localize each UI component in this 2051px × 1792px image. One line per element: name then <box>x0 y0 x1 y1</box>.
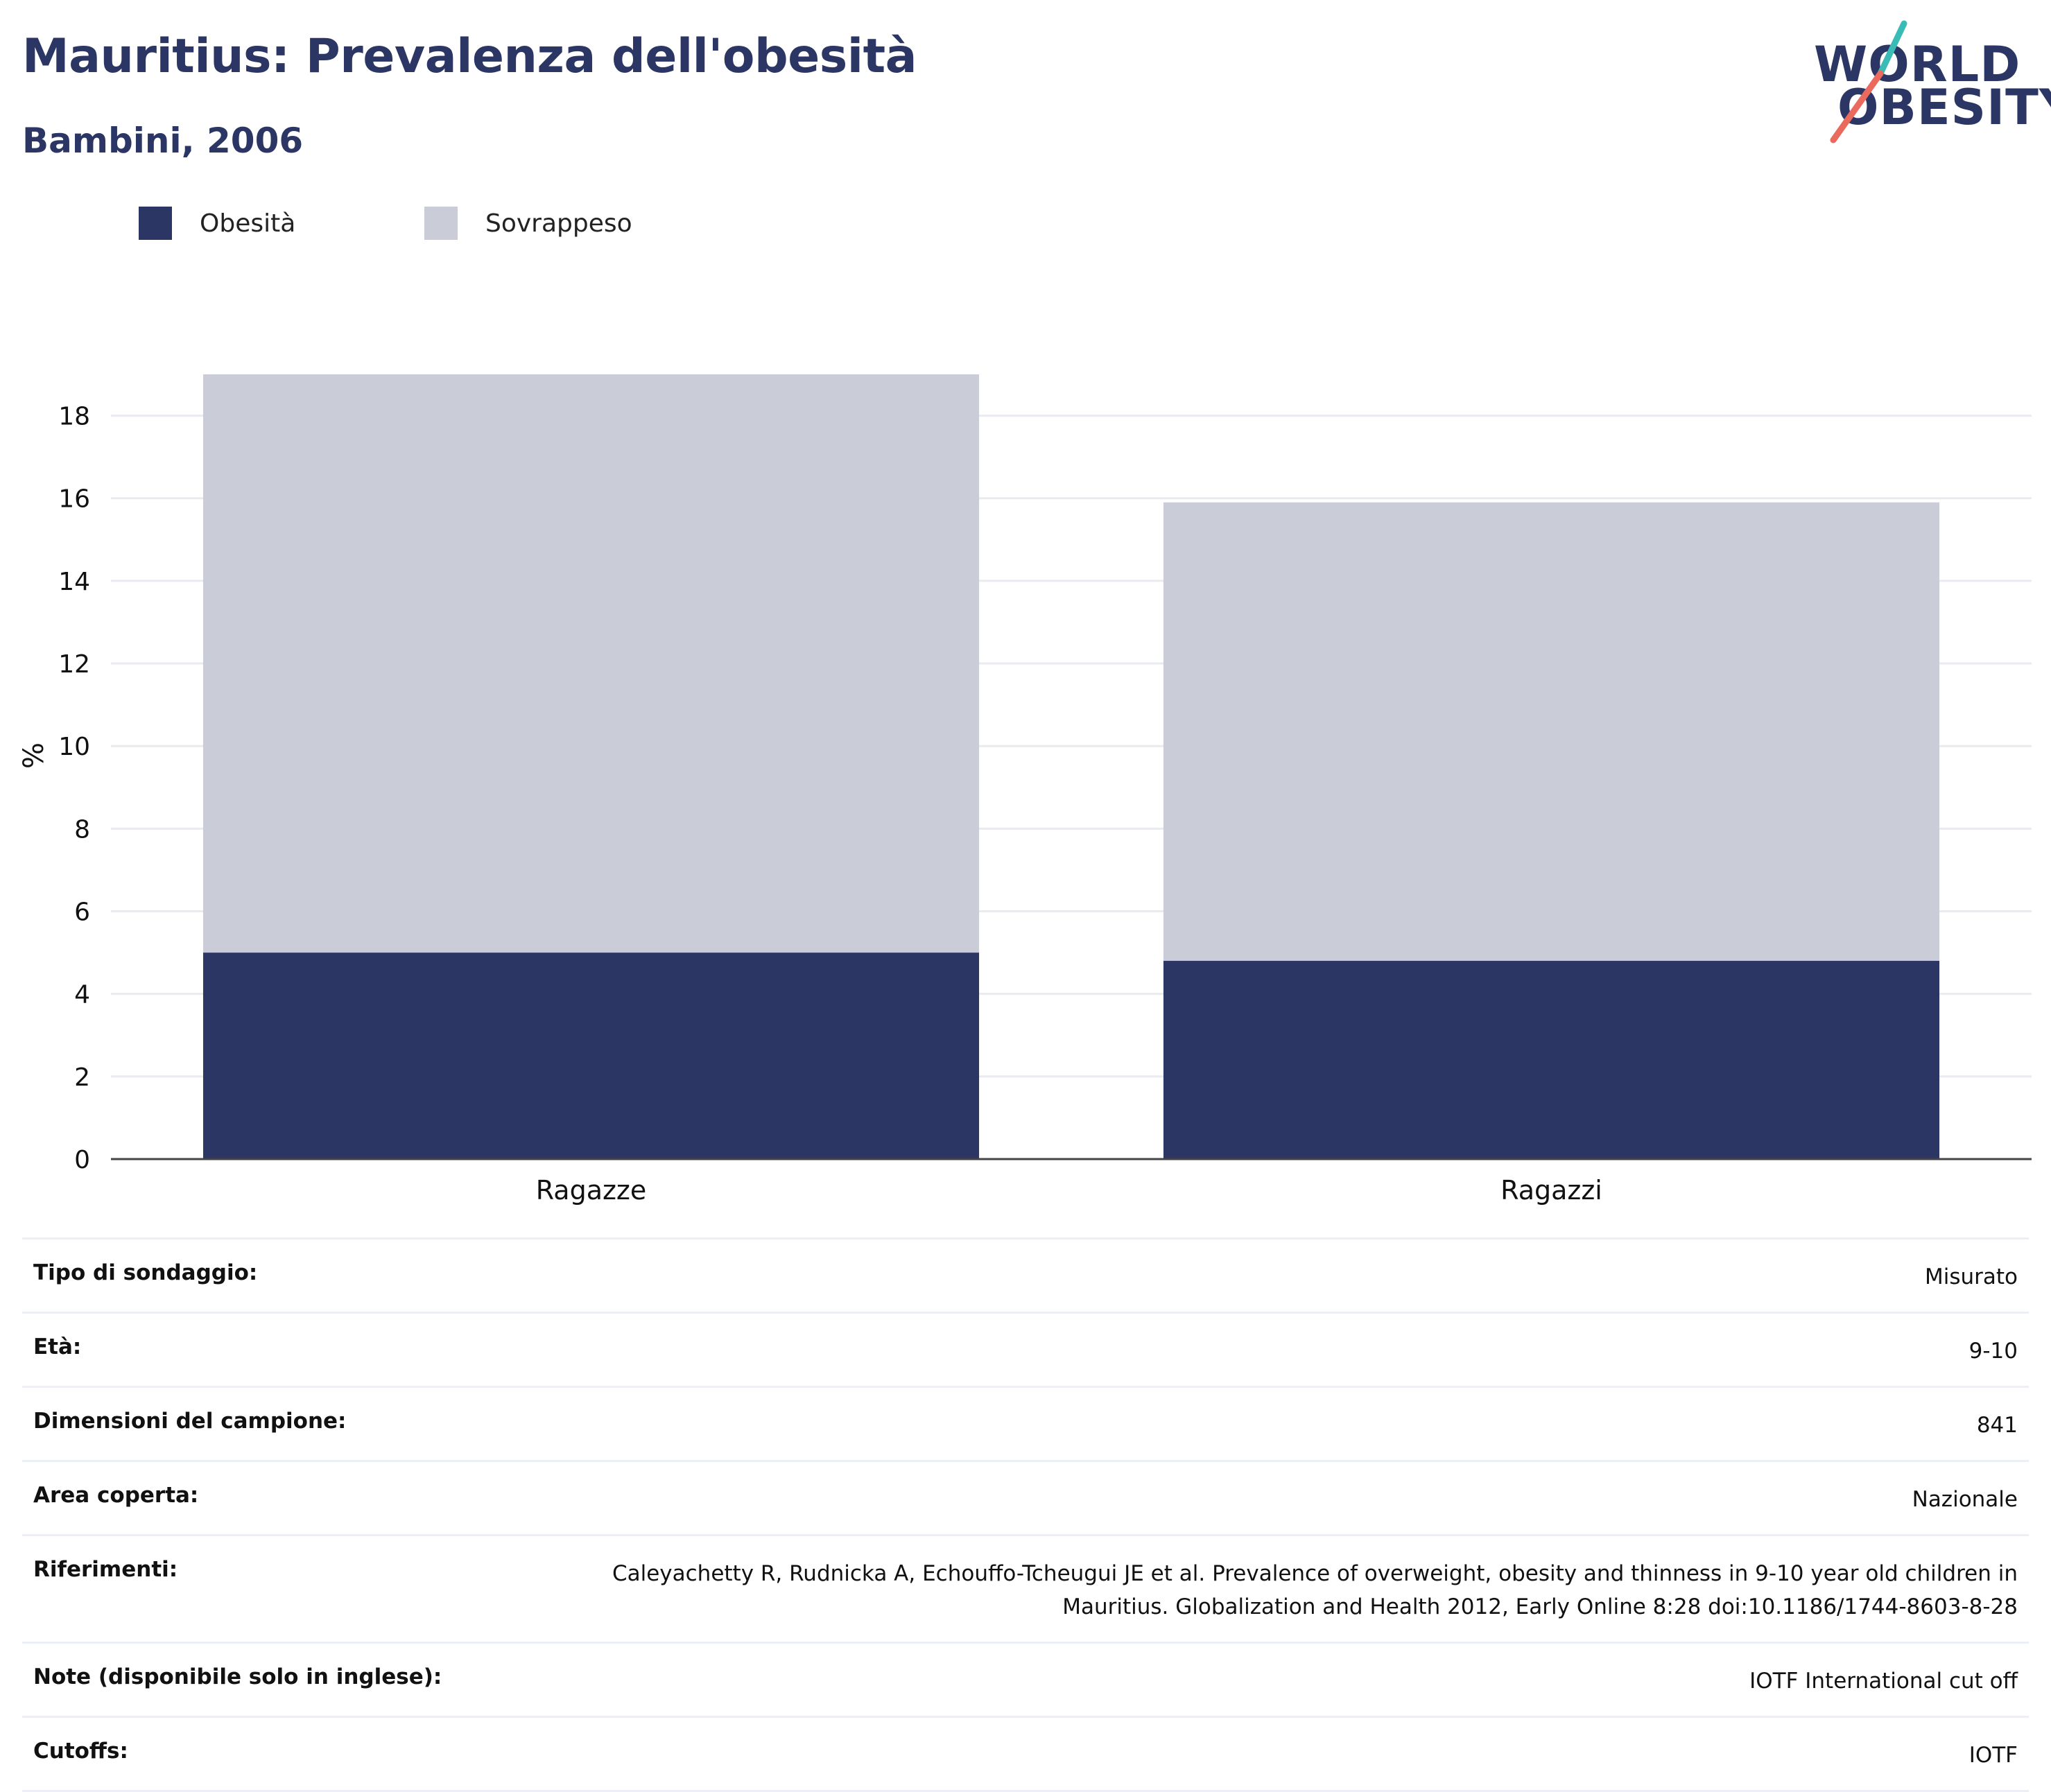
legend-item-obesity[interactable]: Obesità <box>139 207 295 240</box>
y-tick-label: 16 <box>58 485 90 514</box>
details-value: IOTF International cut off <box>1749 1669 2018 1694</box>
details-value: Nazionale <box>1912 1487 2018 1513</box>
y-axis-title: % <box>18 742 50 769</box>
y-tick-label: 14 <box>58 568 90 596</box>
y-tick-label: 4 <box>74 981 90 1009</box>
logo-line-1: WORLD <box>1814 36 2021 93</box>
bar-overweight-ragazze[interactable] <box>202 374 980 953</box>
legend-swatch-obesity <box>139 207 172 240</box>
x-category-labels: Ragazze Ragazzi <box>536 1175 1602 1206</box>
details-value: Caleyachetty R, Rudnicka A, Echouffo-Tch… <box>612 1561 2018 1620</box>
details-key: Cutoffs: <box>33 1739 128 1764</box>
bar-obesity-ragazzi[interactable] <box>1163 961 1940 1159</box>
y-tick-label: 2 <box>74 1063 90 1092</box>
details-row-references: Riferimenti: Caleyachetty R, Rudnicka A,… <box>22 1534 2029 1642</box>
legend-item-overweight[interactable]: Sovrappeso <box>424 207 632 240</box>
survey-details-table: Tipo di sondaggio: Misurato Età: 9-10 Di… <box>22 1237 2029 1792</box>
details-key: Dimensioni del campione: <box>33 1409 347 1434</box>
details-value: IOTF <box>1968 1743 2018 1768</box>
details-value: Misurato <box>1924 1264 2018 1289</box>
world-obesity-logo: WORLD OBESITY <box>1803 19 2051 144</box>
y-tick-labels: 0 2 4 6 8 10 12 14 16 18 <box>58 403 90 1174</box>
legend-label-overweight: Sovrappeso <box>485 209 632 238</box>
details-row-area: Area coperta: Nazionale <box>22 1460 2029 1534</box>
y-tick-label: 18 <box>58 403 90 431</box>
details-row-sample-size: Dimensioni del campione: 841 <box>22 1386 2029 1460</box>
details-value: 841 <box>1976 1413 2018 1438</box>
bar-overweight-ragazzi[interactable] <box>1163 502 1940 962</box>
logo-line-2: OBESITY <box>1837 79 2051 136</box>
legend-swatch-overweight <box>424 207 458 240</box>
chart-subtitle: Bambini, 2006 <box>22 121 304 161</box>
details-row-cutoffs: Cutoffs: IOTF <box>22 1716 2029 1792</box>
x-category-label: Ragazzi <box>1500 1175 1602 1206</box>
details-key: Riferimenti: <box>33 1557 178 1583</box>
details-key: Età: <box>33 1334 82 1360</box>
details-row-notes: Note (disponibile solo in inglese): IOTF… <box>22 1642 2029 1716</box>
y-tick-label: 6 <box>74 898 90 927</box>
details-key: Note (disponibile solo in inglese): <box>33 1664 442 1690</box>
details-row-age: Età: 9-10 <box>22 1312 2029 1386</box>
y-tick-label: 0 <box>74 1146 90 1174</box>
details-row-survey-type: Tipo di sondaggio: Misurato <box>22 1237 2029 1312</box>
details-key: Area coperta: <box>33 1483 199 1508</box>
details-value: 9-10 <box>1968 1339 2018 1364</box>
bar-obesity-ragazze[interactable] <box>202 952 980 1159</box>
x-category-label: Ragazze <box>536 1175 647 1206</box>
y-tick-label: 10 <box>58 733 90 761</box>
logo-slash-icon <box>1830 20 1907 143</box>
legend-label-obesity: Obesità <box>200 209 296 238</box>
y-tick-label: 8 <box>74 815 90 844</box>
bar-chart: 0 2 4 6 8 10 12 14 16 18 Ragazze Ragazzi % <box>18 374 2032 1206</box>
details-key: Tipo di sondaggio: <box>33 1260 258 1285</box>
y-tick-label: 12 <box>58 650 90 679</box>
chart-title: Mauritius: Prevalenza dell'obesità <box>22 29 917 84</box>
bars <box>202 374 1940 1159</box>
